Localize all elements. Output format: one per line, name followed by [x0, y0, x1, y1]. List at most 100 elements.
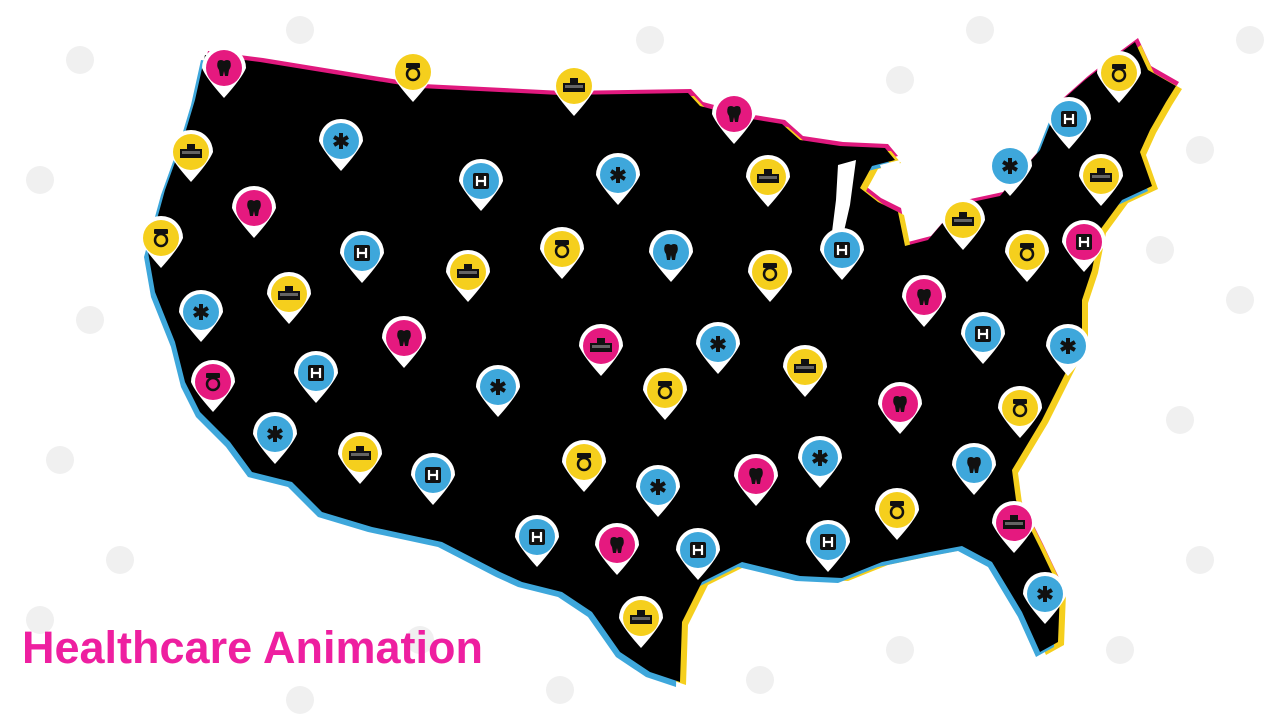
map-pin-yellow-nurse[interactable] — [1097, 51, 1141, 103]
map-pin-yellow-hospital[interactable] — [1079, 154, 1123, 206]
map-pin-yellow-hospital[interactable] — [552, 64, 596, 116]
map-pin-blue-tooth[interactable] — [649, 230, 693, 282]
map-pin-blue-star[interactable] — [696, 322, 740, 374]
map-pin-pink-tooth[interactable] — [382, 316, 426, 368]
hospital-h-icon — [354, 245, 370, 261]
map-pin-blue-star[interactable] — [253, 412, 297, 464]
map-pin-blue-star[interactable] — [798, 436, 842, 488]
map-pin-pink-hospital[interactable] — [992, 501, 1036, 553]
pin-badge — [1009, 234, 1045, 270]
nurse-icon — [762, 263, 778, 282]
hospital-h-icon — [473, 173, 489, 189]
map-pin-blue-h[interactable] — [820, 228, 864, 280]
tooth-icon — [397, 330, 411, 346]
map-pin-pink-tooth[interactable] — [595, 523, 639, 575]
map-pin-pink-tooth[interactable] — [902, 275, 946, 327]
hospital-h-icon — [690, 542, 706, 558]
map-pin-yellow-hospital[interactable] — [619, 596, 663, 648]
map-pin-yellow-hospital[interactable] — [746, 155, 790, 207]
hospital-building-icon — [757, 169, 779, 183]
background-dot — [1166, 406, 1194, 434]
background-dot — [1186, 136, 1214, 164]
map-pin-blue-h[interactable] — [961, 312, 1005, 364]
map-pin-blue-h[interactable] — [340, 231, 384, 283]
background-dot — [746, 666, 774, 694]
hospital-building-icon — [278, 286, 300, 300]
hospital-h-icon — [425, 467, 441, 483]
map-pin-blue-h[interactable] — [1047, 97, 1091, 149]
map-pin-yellow-nurse[interactable] — [540, 227, 584, 279]
lake — [832, 160, 856, 240]
pin-badge — [752, 254, 788, 290]
map-pin-blue-star[interactable] — [596, 153, 640, 205]
map-pin-yellow-hospital[interactable] — [338, 432, 382, 484]
pin-badge — [647, 372, 683, 408]
hospital-h-icon — [529, 529, 545, 545]
lake — [880, 160, 900, 180]
map-pin-yellow-nurse[interactable] — [391, 50, 435, 102]
map-pin-yellow-nurse[interactable] — [643, 368, 687, 420]
tooth-icon — [610, 537, 624, 553]
map-pin-blue-star[interactable] — [636, 465, 680, 517]
map-pin-blue-star[interactable] — [179, 290, 223, 342]
map-pin-pink-tooth[interactable] — [712, 92, 756, 144]
map-pin-blue-star[interactable] — [988, 144, 1032, 196]
tooth-icon — [749, 468, 763, 484]
hospital-building-icon — [457, 264, 479, 278]
hospital-h-icon — [820, 534, 836, 550]
nurse-icon — [405, 63, 421, 82]
hospital-building-icon — [349, 446, 371, 460]
background-dot — [1226, 286, 1254, 314]
map-pin-blue-star[interactable] — [1023, 572, 1067, 624]
nurse-icon — [889, 501, 905, 520]
map-pin-yellow-hospital[interactable] — [446, 250, 490, 302]
hospital-h-icon — [1061, 111, 1077, 127]
video-title: Healthcare Animation — [22, 622, 483, 673]
hospital-h-icon — [975, 326, 991, 342]
map-pin-pink-hospital[interactable] — [579, 324, 623, 376]
nurse-icon — [205, 373, 221, 392]
pin-badge — [195, 364, 231, 400]
star-of-life-icon — [710, 336, 726, 352]
map-pin-blue-h[interactable] — [676, 528, 720, 580]
tooth-icon — [917, 289, 931, 305]
map-pin-pink-tooth[interactable] — [202, 46, 246, 98]
map-pin-yellow-nurse[interactable] — [562, 440, 606, 492]
background-dot — [66, 46, 94, 74]
tooth-icon — [727, 106, 741, 122]
map-pin-blue-star[interactable] — [476, 365, 520, 417]
map-pin-yellow-nurse[interactable] — [1005, 230, 1049, 282]
map-pin-blue-tooth[interactable] — [952, 443, 996, 495]
pin-badge — [879, 492, 915, 528]
map-pin-yellow-hospital[interactable] — [941, 198, 985, 250]
map-pin-yellow-nurse[interactable] — [875, 488, 919, 540]
map-pin-pink-h[interactable] — [1062, 220, 1106, 272]
nurse-icon — [576, 453, 592, 472]
background-dots — [26, 16, 1264, 714]
star-of-life-icon — [1037, 586, 1053, 602]
map-pin-blue-h[interactable] — [294, 351, 338, 403]
map-pin-yellow-nurse[interactable] — [998, 386, 1042, 438]
map-pin-blue-h[interactable] — [459, 159, 503, 211]
hospital-building-icon — [180, 144, 202, 158]
map-pin-blue-h[interactable] — [411, 453, 455, 505]
background-dot — [886, 66, 914, 94]
map-pin-blue-h[interactable] — [515, 515, 559, 567]
map-pin-blue-h[interactable] — [806, 520, 850, 572]
background-dot — [46, 446, 74, 474]
map-pin-blue-star[interactable] — [1046, 324, 1090, 376]
map-pin-pink-nurse[interactable] — [191, 360, 235, 412]
map-pin-yellow-hospital[interactable] — [267, 272, 311, 324]
map-pin-pink-tooth[interactable] — [734, 454, 778, 506]
map-pin-pink-tooth[interactable] — [232, 186, 276, 238]
pin-badge — [566, 444, 602, 480]
nurse-icon — [554, 240, 570, 259]
us-silhouette — [148, 42, 1176, 682]
map-pin-yellow-hospital[interactable] — [169, 130, 213, 182]
map-pin-yellow-nurse[interactable] — [139, 216, 183, 268]
map-pin-yellow-nurse[interactable] — [748, 250, 792, 302]
map-pin-blue-star[interactable] — [319, 119, 363, 171]
nurse-icon — [1012, 399, 1028, 418]
map-pin-pink-tooth[interactable] — [878, 382, 922, 434]
map-pin-yellow-hospital[interactable] — [783, 345, 827, 397]
